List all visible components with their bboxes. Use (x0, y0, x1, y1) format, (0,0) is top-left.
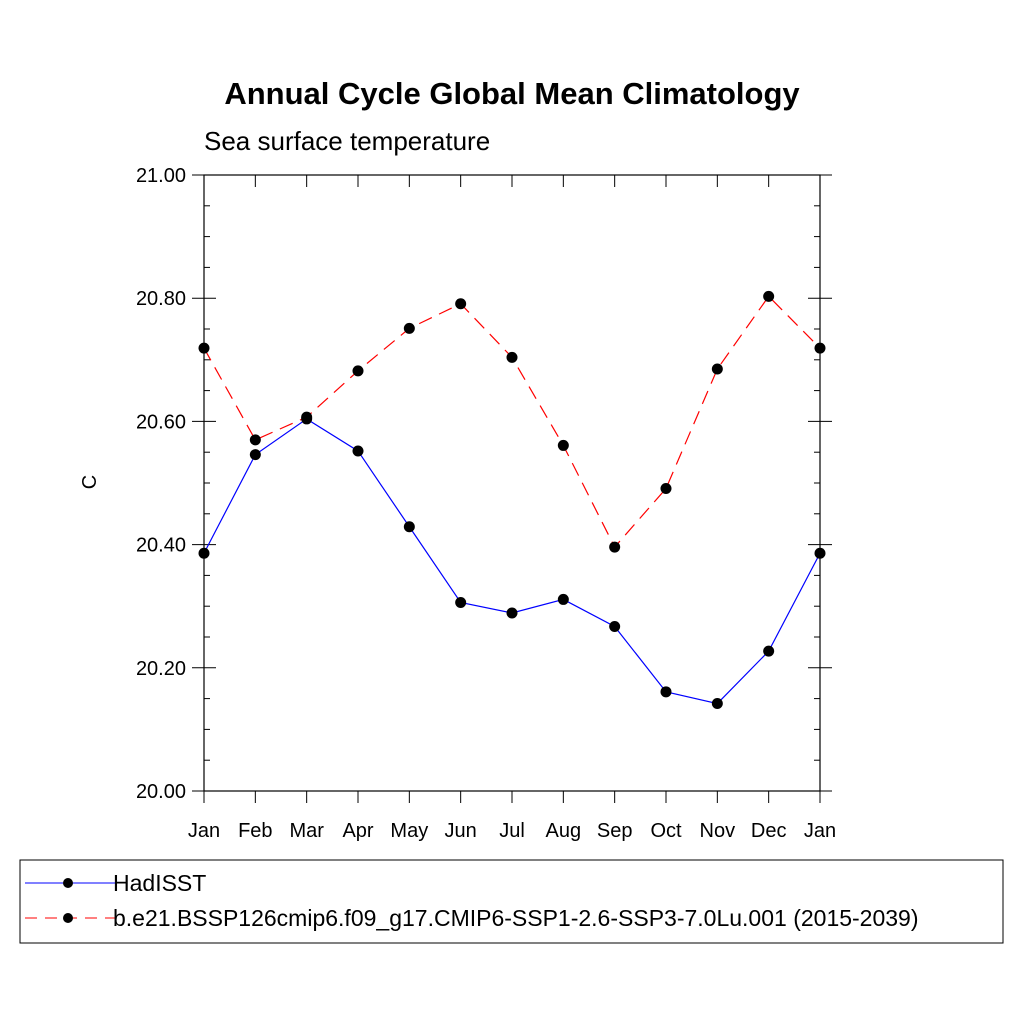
series-1-point (455, 298, 467, 310)
series-0-point (660, 686, 672, 698)
y-tick-label: 21.00 (136, 165, 186, 187)
chart-subtitle: Sea surface temperature (204, 126, 490, 156)
x-tick-label: Jan (804, 820, 836, 842)
series-1-point (198, 342, 210, 354)
y-tick-label: 20.20 (136, 658, 186, 680)
series-layer (198, 290, 826, 710)
series-1-point (763, 290, 775, 302)
series-0-point (711, 698, 723, 710)
y-axis-label: C (79, 475, 101, 489)
y-tick-label: 20.40 (136, 535, 186, 557)
x-tick-label: Dec (751, 820, 787, 842)
x-tick-label: Feb (238, 820, 272, 842)
legend-box (19, 859, 1004, 944)
chart-title: Annual Cycle Global Mean Climatology (224, 76, 800, 111)
x-tick-label: Aug (546, 820, 582, 842)
series-1-point (403, 322, 415, 334)
y-tick-label: 20.80 (136, 288, 186, 310)
series-0-point (506, 607, 518, 619)
series-1-point (814, 342, 826, 354)
series-0-point (403, 521, 415, 533)
x-tick-label: Jul (499, 820, 525, 842)
x-tick-label: Nov (700, 820, 736, 842)
x-tick-label: Apr (342, 820, 373, 842)
legend-item-hadisst: HadISST (25, 870, 206, 896)
series-line-1 (203, 295, 821, 549)
legend-label-model: b.e21.BSSP126cmip6.f09_g17.CMIP6-SSP1-2.… (113, 905, 919, 931)
x-tick-label: Sep (597, 820, 633, 842)
x-tick-label: Mar (289, 820, 324, 842)
series-0-point (814, 547, 826, 559)
series-0-point (609, 621, 621, 633)
y-tick-label: 20.60 (136, 411, 186, 433)
series-1-point (301, 411, 313, 423)
legend-label-hadisst: HadISST (113, 870, 206, 896)
series-0-point (557, 593, 569, 605)
series-0-point (352, 445, 364, 457)
series-0-point (198, 547, 210, 559)
series-0-point (249, 449, 261, 461)
series-line-0 (203, 418, 821, 705)
series-1-point (557, 439, 569, 451)
plot-frame (203, 174, 821, 792)
series-0-point (455, 597, 467, 609)
x-tick-labels: Jan Feb Mar Apr May Jun Jul Aug Sep Oct Nov Dec Jan (188, 820, 836, 842)
series-0-point (763, 645, 775, 657)
minor-ticks (204, 205, 820, 761)
major-ticks (192, 174, 832, 803)
x-tick-label: Jan (188, 820, 220, 842)
legend-item-model: b.e21.BSSP126cmip6.f09_g17.CMIP6-SSP1-2.… (25, 905, 919, 931)
x-tick-label: Jun (445, 820, 477, 842)
series-1-point (506, 351, 518, 363)
y-tick-label: 20.00 (136, 781, 186, 803)
series-1-point (352, 365, 364, 377)
x-tick-label: May (390, 820, 428, 842)
series-1-point (609, 541, 621, 553)
series-1-point (711, 363, 723, 375)
legend-swatch-marker (63, 878, 73, 888)
series-1-point (660, 483, 672, 495)
series-1-point (249, 434, 261, 446)
y-tick-labels: 20.00 20.20 20.40 20.60 20.80 21.00 (136, 165, 186, 803)
x-tick-label: Oct (650, 820, 682, 842)
legend-swatch-marker (63, 913, 73, 923)
